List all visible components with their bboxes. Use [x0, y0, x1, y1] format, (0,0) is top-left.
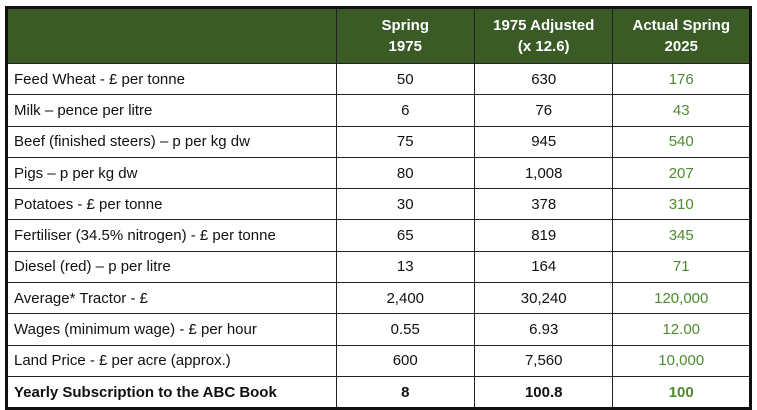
- item-cell: Feed Wheat - £ per tonne: [6, 62, 337, 96]
- table-row: Land Price - £ per acre (approx.) 600 7,56…: [6, 344, 751, 377]
- header-adjusted-1975: 1975 Adjusted (x 12.6): [473, 7, 614, 64]
- actual-2025-cell: 71: [612, 250, 751, 284]
- actual-2025-cell: 207: [612, 156, 751, 190]
- spring-1975-cell: 75: [335, 125, 475, 158]
- adjusted-1975-cell: 1,008: [473, 156, 614, 190]
- table-row: Beef (finished steers) – p per kg dw 75 94…: [6, 125, 751, 158]
- header-item: [6, 7, 337, 64]
- actual-2025-cell: 43: [612, 94, 751, 127]
- actual-2025-cell: 310: [612, 188, 751, 221]
- spring-1975-cell: 0.55: [335, 313, 475, 346]
- item-cell: Milk – pence per litre: [6, 94, 337, 127]
- adjusted-1975-cell: 76: [473, 94, 614, 127]
- item-cell: Potatoes - £ per tonne: [6, 188, 337, 221]
- price-comparison-table: Spring 1975 1975 Adjusted (x 12.6) Actual …: [5, 6, 752, 410]
- spring-1975-cell: 13: [335, 250, 475, 284]
- header-actual-2025: Actual Spring 2025: [612, 7, 751, 64]
- header-line: 1975: [388, 38, 422, 55]
- adjusted-1975-cell: 630: [473, 62, 614, 96]
- adjusted-1975-cell: 30,240: [473, 282, 614, 315]
- spring-1975-cell: 8: [335, 375, 475, 410]
- header-row: Spring 1975 1975 Adjusted (x 12.6) Actual …: [6, 7, 751, 64]
- item-cell: Pigs – p per kg dw: [6, 156, 337, 190]
- header-line: (x 12.6): [517, 38, 570, 55]
- item-cell: Diesel (red) – p per litre: [6, 250, 337, 284]
- table-row: Potatoes - £ per tonne 30 378 310: [6, 188, 751, 221]
- adjusted-1975-cell: 6.93: [473, 313, 614, 346]
- spring-1975-cell: 6: [335, 94, 475, 127]
- table-row: Feed Wheat - £ per tonne 50 630 176: [6, 62, 751, 96]
- actual-2025-cell: 120,000: [612, 282, 751, 315]
- table-row: Milk – pence per litre 6 76 43: [6, 94, 751, 127]
- adjusted-1975-cell: 945: [473, 125, 614, 158]
- actual-2025-cell: 540: [612, 125, 751, 158]
- adjusted-1975-cell: 819: [473, 219, 614, 252]
- item-cell: Fertiliser (34.5% nitrogen) - £ per tonn…: [6, 219, 337, 252]
- actual-2025-cell: 10,000: [612, 344, 751, 377]
- table-row: Diesel (red) – p per litre 13 164 71: [6, 250, 751, 284]
- spring-1975-cell: 600: [335, 344, 475, 377]
- item-cell: Beef (finished steers) – p per kg dw: [6, 125, 337, 158]
- actual-2025-cell: 100: [612, 375, 751, 410]
- table-row: Pigs – p per kg dw 80 1,008 207: [6, 156, 751, 190]
- spring-1975-cell: 80: [335, 156, 475, 190]
- header-spring-1975: Spring 1975: [335, 7, 475, 64]
- actual-2025-cell: 345: [612, 219, 751, 252]
- table-row: Average* Tractor - £2,400 30,240 120,000: [6, 282, 751, 315]
- table-row: Yearly Subscription to the ABC Book 8 100.…: [6, 375, 751, 410]
- item-cell: Average* Tractor - £: [6, 282, 337, 315]
- header-line: Actual Spring: [632, 17, 730, 34]
- header-line: 1975 Adjusted: [493, 17, 595, 34]
- item-cell: Wages (minimum wage) - £ per hour: [6, 313, 337, 346]
- table-row: Fertiliser (34.5% nitrogen) - £ per tonn…: [6, 219, 751, 252]
- adjusted-1975-cell: 378: [473, 188, 614, 221]
- header-line: Spring: [381, 17, 429, 34]
- adjusted-1975-cell: 7,560: [473, 344, 614, 377]
- table-row: Wages (minimum wage) - £ per hour 0.55 6.9…: [6, 313, 751, 346]
- actual-2025-cell: 12.00: [612, 313, 751, 346]
- adjusted-1975-cell: 164: [473, 250, 614, 284]
- item-cell: Land Price - £ per acre (approx.): [6, 344, 337, 377]
- item-cell: Yearly Subscription to the ABC Book: [6, 375, 337, 410]
- spring-1975-cell: 30: [335, 188, 475, 221]
- actual-2025-cell: 176: [612, 62, 751, 96]
- adjusted-1975-cell: 100.8: [473, 375, 614, 410]
- spring-1975-cell: 65: [335, 219, 475, 252]
- spring-1975-cell: 50: [335, 62, 475, 96]
- header-line: 2025: [664, 38, 698, 55]
- spring-1975-cell: 2,400: [335, 282, 475, 315]
